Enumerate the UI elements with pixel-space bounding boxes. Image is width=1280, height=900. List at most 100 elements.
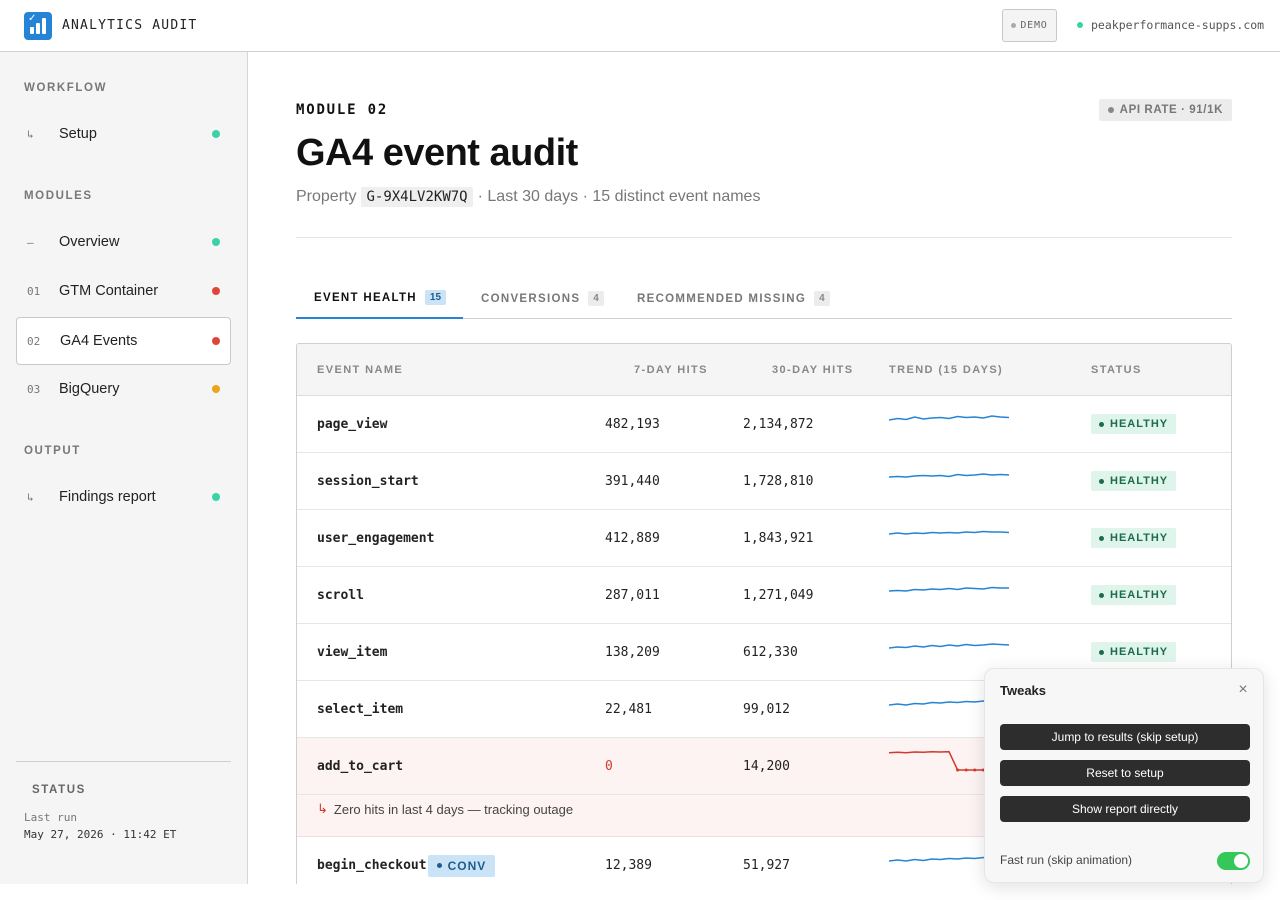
status-dot-icon <box>1099 649 1104 655</box>
analytics-logo-icon: ✓ <box>24 12 52 40</box>
show-report-button[interactable]: Show report directly <box>1000 796 1250 822</box>
connection-status-icon <box>1077 22 1083 28</box>
event-name: select_item <box>317 702 404 717</box>
table-row[interactable]: page_view 482,193 2,134,872 HEALTHY <box>297 396 1231 453</box>
tab-count: 4 <box>588 291 604 306</box>
sidebar-item-num: 01 <box>27 284 41 298</box>
status-label: HEALTHY <box>1110 532 1169 544</box>
page-title: GA4 event audit <box>296 132 578 174</box>
demo-button[interactable]: DEMO <box>1002 9 1057 42</box>
sidebar-item-num: ↳ <box>27 490 34 504</box>
sidebar: WORKFLOW ↳ Setup MODULES – Overview 01 G… <box>0 52 248 884</box>
alert-message: Zero hits in last 4 days — tracking outa… <box>333 801 574 817</box>
table-row[interactable]: user_engagement 412,889 1,843,921 HEALTHY <box>297 510 1231 567</box>
sidebar-item-num: 02 <box>27 334 41 348</box>
zero-point-marker <box>964 768 968 772</box>
domain-text: peakperformance-supps.com <box>1091 18 1265 32</box>
event-name-cell: scroll <box>317 567 364 624</box>
jump-to-results-button[interactable]: Jump to results (skip setup) <box>1000 724 1250 750</box>
demo-label: DEMO <box>1020 20 1048 31</box>
status-badge: HEALTHY <box>1091 528 1177 548</box>
sidebar-item-label: GTM Container <box>59 283 159 299</box>
hits-7day-cell: 138,209 <box>605 645 660 660</box>
tab-label: RECOMMENDED MISSING <box>637 292 807 305</box>
status-dot-icon <box>1099 421 1104 427</box>
section-workflow: WORKFLOW <box>24 82 108 94</box>
sidebar-item-label: Setup <box>59 126 97 142</box>
sidebar-item-label: BigQuery <box>59 381 120 397</box>
col-status: STATUS <box>1091 364 1142 376</box>
event-name-cell: select_item <box>317 681 403 738</box>
sidebar-item-setup[interactable]: ↳ Setup <box>16 110 231 158</box>
status-title: STATUS <box>32 784 86 796</box>
hits-30day-cell: 14,200 <box>743 759 790 774</box>
status-dot-icon <box>1099 592 1104 598</box>
event-name: session_start <box>317 474 419 489</box>
tab-bar: EVENT HEALTH 15 CONVERSIONS 4 RECOMMENDE… <box>296 278 1232 319</box>
table-row[interactable]: session_start 391,440 1,728,810 HEALTHY <box>297 453 1231 510</box>
event-name: scroll <box>317 588 364 603</box>
event-name: view_item <box>317 645 388 660</box>
status-dot-icon <box>212 238 220 246</box>
status-label: HEALTHY <box>1110 646 1169 658</box>
subtitle-prefix: Property <box>296 188 357 205</box>
col-30day-hits: 30-DAY HITS <box>772 364 854 376</box>
status-label: HEALTHY <box>1110 418 1169 430</box>
close-icon[interactable]: × <box>1238 681 1248 698</box>
header-divider <box>296 237 1232 238</box>
hits-7day-cell: 412,889 <box>605 531 660 546</box>
col-event-name: EVENT NAME <box>317 364 404 376</box>
table-row[interactable]: begin_checkout CONV 12,389 51,927 <box>297 837 1231 884</box>
module-number: MODULE 02 <box>296 102 389 118</box>
event-name: begin_checkout <box>317 858 427 873</box>
hits-30day-cell: 99,012 <box>743 702 790 717</box>
sidebar-item-findings-report[interactable]: ↳ Findings report <box>16 473 231 521</box>
status-dot-icon <box>212 337 220 345</box>
status-badge: HEALTHY <box>1091 642 1177 662</box>
api-rate-text: API RATE · 91/1K <box>1119 104 1223 116</box>
return-arrow-icon: ↳ <box>317 801 328 816</box>
status-badge: HEALTHY <box>1091 585 1177 605</box>
site-domain: peakperformance-supps.com <box>1077 18 1264 32</box>
table-row[interactable]: view_item 138,209 612,330 HEALTHY <box>297 624 1231 681</box>
tab-recommended-missing[interactable]: RECOMMENDED MISSING 4 <box>637 278 830 319</box>
tab-conversions[interactable]: CONVERSIONS 4 <box>481 278 604 319</box>
status-badge: HEALTHY <box>1091 471 1177 491</box>
trend-sparkline <box>889 530 1009 535</box>
section-modules: MODULES <box>24 190 93 202</box>
hits-30day-cell: 1,271,049 <box>743 588 814 603</box>
event-name: add_to_cart <box>317 759 404 774</box>
hits-7day-cell: 0 <box>605 759 613 774</box>
tweaks-panel: Tweaks × Jump to results (skip setup) Re… <box>984 668 1264 883</box>
reset-to-setup-button[interactable]: Reset to setup <box>1000 760 1250 786</box>
status-badge: HEALTHY <box>1091 414 1177 434</box>
sidebar-item-label: GA4 Events <box>60 333 138 349</box>
event-table: EVENT NAME 7-DAY HITS 30-DAY HITS TREND … <box>296 343 1232 884</box>
zero-point-marker <box>956 768 960 772</box>
sidebar-item-label: Findings report <box>59 489 156 505</box>
status-label: HEALTHY <box>1110 475 1169 487</box>
tab-label: EVENT HEALTH <box>314 291 417 304</box>
status-dot-icon <box>212 287 220 295</box>
hits-30day-cell: 1,843,921 <box>743 531 814 546</box>
sidebar-item-overview[interactable]: – Overview <box>16 218 231 266</box>
toggle-knob <box>1234 854 1248 868</box>
tab-event-health[interactable]: EVENT HEALTH 15 <box>296 278 463 319</box>
main-content: MODULE 02 API RATE · 91/1K GA4 event aud… <box>248 52 1280 884</box>
sidebar-item-bigquery[interactable]: 03 BigQuery <box>16 365 231 413</box>
table-header: EVENT NAME 7-DAY HITS 30-DAY HITS TREND … <box>297 344 1231 396</box>
status-dot-icon <box>212 385 220 393</box>
trend-line <box>889 643 1009 649</box>
table-row[interactable]: scroll 287,011 1,271,049 HEALTHY <box>297 567 1231 624</box>
trend-sparkline <box>889 473 1009 478</box>
trend-line <box>889 586 1009 592</box>
fast-run-toggle[interactable] <box>1217 852 1250 870</box>
event-name-cell: session_start <box>317 453 419 510</box>
sidebar-item-gtm-container[interactable]: 01 GTM Container <box>16 267 231 315</box>
event-name: page_view <box>317 417 388 432</box>
hits-7day-cell: 287,011 <box>605 588 660 603</box>
sidebar-item-ga4-events[interactable]: 02 GA4 Events <box>16 317 231 365</box>
trend-line <box>889 415 1009 421</box>
col-7day-hits: 7-DAY HITS <box>634 364 708 376</box>
fast-run-label: Fast run (skip animation) <box>1000 853 1133 867</box>
